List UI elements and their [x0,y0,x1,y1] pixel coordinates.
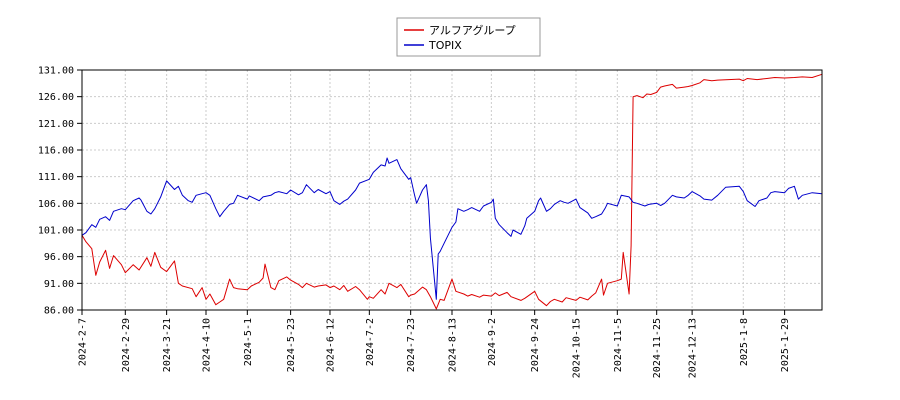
x-axis: 2024-2-7 2024-2-29 2024-3-21 2024-4-10 2024-… [78,310,791,378]
legend-label-1: TOPIX [428,39,462,52]
grid-lines [81,69,822,311]
x-tick-label-11: 2024-9-24 [530,318,541,372]
y-tick-label-0: 86.00 [44,306,74,317]
y-tick-label-5: 111.00 [38,172,74,183]
series-line-0 [81,73,823,310]
x-tick-label-16: 2025-1-8 [739,318,750,366]
x-tick-label-3: 2024-4-10 [201,318,212,372]
y-tick-label-7: 121.00 [38,119,74,130]
x-tick-label-5: 2024-5-23 [286,318,297,372]
x-tick-label-8: 2024-7-23 [406,318,417,372]
x-tick-label-17: 2025-1-29 [780,318,791,372]
y-tick-label-2: 96.00 [44,252,74,263]
x-tick-label-7: 2024-7-2 [365,318,376,366]
x-tick-label-13: 2024-11-5 [613,318,624,372]
x-tick-label-14: 2024-11-25 [652,318,663,378]
series-layer [81,73,823,310]
y-tick-label-1: 91.00 [44,279,74,290]
y-tick-label-6: 116.00 [38,146,74,157]
x-tick-label-0: 2024-2-7 [78,318,89,366]
y-axis: 86.00 91.00 96.00 101.00 106.00 111.00 116.00 1… [38,66,82,317]
x-tick-label-9: 2024-8-13 [448,318,459,372]
y-tick-label-3: 101.00 [38,226,74,237]
legend-label-0: アルフアグループ [429,23,516,37]
legend: アルフアグループ TOPIX [396,17,541,57]
x-tick-label-1: 2024-2-29 [121,318,132,372]
x-tick-label-15: 2024-12-13 [688,318,699,378]
y-tick-label-8: 126.00 [38,92,74,103]
x-tick-label-10: 2024-9-2 [487,318,498,366]
x-tick-label-6: 2024-6-12 [325,318,336,372]
legend-box [396,17,541,57]
series-line-1 [81,157,823,300]
y-tick-label-4: 106.00 [38,199,74,210]
x-tick-label-2: 2024-3-21 [162,318,173,372]
y-tick-label-9: 131.00 [38,66,74,77]
x-tick-label-4: 2024-5-1 [243,318,254,366]
x-tick-label-12: 2024-10-15 [571,318,582,378]
